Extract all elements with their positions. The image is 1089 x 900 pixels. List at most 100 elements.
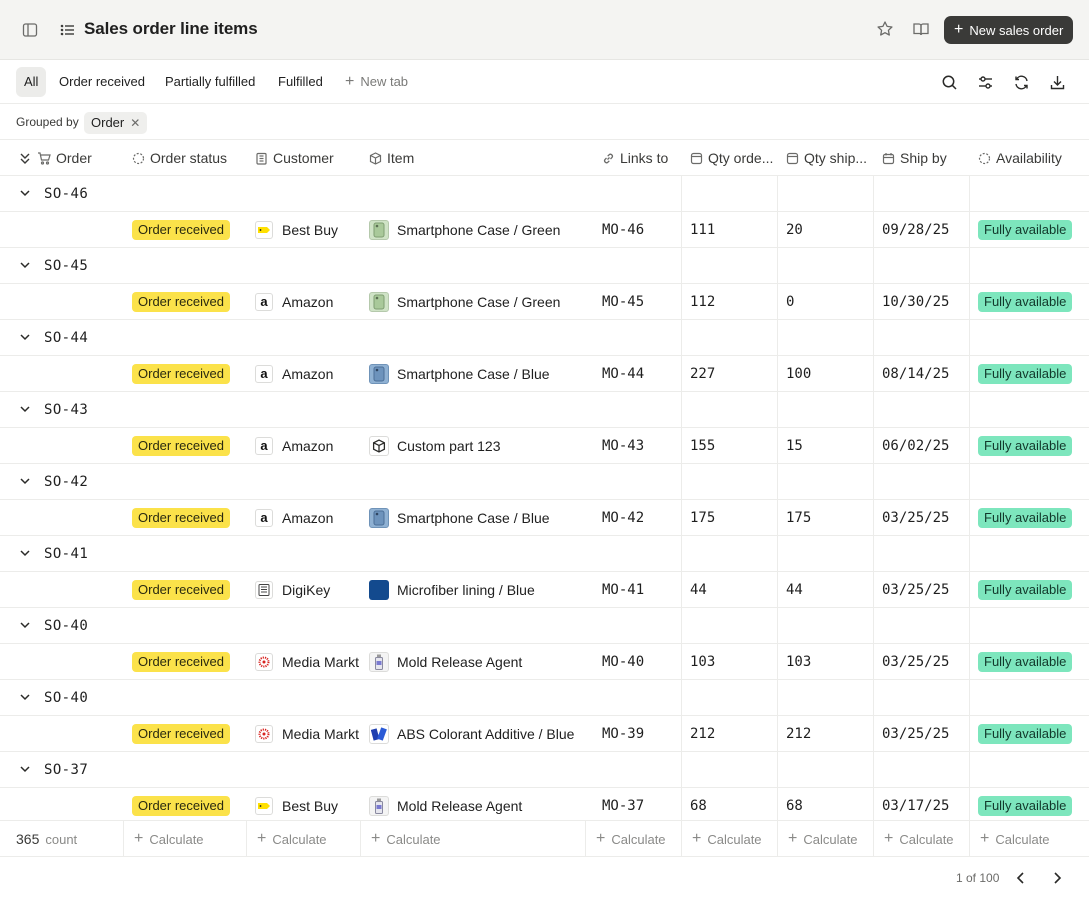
- group-chip-order[interactable]: Order ✕: [84, 112, 148, 134]
- order-status-cell[interactable]: Order received: [132, 572, 230, 608]
- ship-by-cell[interactable]: 10/30/25: [882, 284, 949, 320]
- calculate-links-to[interactable]: + Calculate: [596, 821, 666, 857]
- column-header-qty-shipped[interactable]: Qty ship...: [786, 140, 870, 176]
- calculate-qty-ordered[interactable]: + Calculate: [692, 821, 762, 857]
- chevron-down-icon[interactable]: [18, 546, 34, 562]
- calculate-order-status[interactable]: + Calculate: [134, 821, 204, 857]
- availability-cell[interactable]: Fully available: [978, 356, 1073, 392]
- qty-shipped-cell[interactable]: 44: [786, 572, 803, 608]
- availability-cell[interactable]: Fully available: [978, 644, 1073, 680]
- group-header-row[interactable]: SO-42: [0, 464, 1089, 500]
- item-cell[interactable]: Mold Release Agent: [369, 644, 522, 680]
- qty-shipped-cell[interactable]: 175: [786, 500, 811, 536]
- table-row[interactable]: Order received DigiKey Microfiber lining /…: [0, 572, 1089, 608]
- new-sales-order-button[interactable]: + New sales order: [944, 16, 1073, 44]
- links-to-cell[interactable]: MO-44: [602, 356, 644, 392]
- qty-ordered-cell[interactable]: 175: [690, 500, 715, 536]
- ship-by-cell[interactable]: 08/14/25: [882, 356, 949, 392]
- tab-partially-fulfilled[interactable]: Partially fulfilled: [165, 74, 256, 89]
- availability-cell[interactable]: Fully available: [978, 428, 1073, 464]
- group-header-row[interactable]: SO-46: [0, 176, 1089, 212]
- item-cell[interactable]: Mold Release Agent: [369, 788, 522, 824]
- links-to-cell[interactable]: MO-45: [602, 284, 644, 320]
- customer-cell[interactable]: a Amazon: [255, 284, 333, 320]
- qty-shipped-cell[interactable]: 15: [786, 428, 803, 464]
- table-row[interactable]: Order received a Amazon Smartphone Case / B…: [0, 500, 1089, 536]
- table-row[interactable]: Order received a Amazon Smartphone Case / G…: [0, 284, 1089, 320]
- remove-group-icon[interactable]: ✕: [130, 116, 141, 130]
- calculate-ship-by[interactable]: + Calculate: [884, 821, 954, 857]
- customer-cell[interactable]: Media Markt: [255, 644, 359, 680]
- qty-ordered-cell[interactable]: 112: [690, 284, 715, 320]
- ship-by-cell[interactable]: 09/28/25: [882, 212, 949, 248]
- refresh-icon[interactable]: [1011, 72, 1031, 92]
- filter-icon[interactable]: [975, 72, 995, 92]
- chevron-down-icon[interactable]: [18, 330, 34, 346]
- qty-shipped-cell[interactable]: 20: [786, 212, 803, 248]
- table-row[interactable]: Order received Media Markt ABS Colorant Ad…: [0, 716, 1089, 752]
- availability-cell[interactable]: Fully available: [978, 716, 1073, 752]
- item-cell[interactable]: ABS Colorant Additive / Blue: [369, 716, 574, 752]
- column-header-order-status[interactable]: Order status: [132, 140, 242, 176]
- links-to-cell[interactable]: MO-41: [602, 572, 644, 608]
- links-to-cell[interactable]: MO-37: [602, 788, 644, 824]
- column-header-ship-by[interactable]: Ship by: [882, 140, 966, 176]
- chevron-down-icon[interactable]: [18, 762, 34, 778]
- qty-shipped-cell[interactable]: 103: [786, 644, 811, 680]
- customer-cell[interactable]: a Amazon: [255, 428, 333, 464]
- new-tab-button[interactable]: + New tab: [337, 67, 416, 97]
- order-status-cell[interactable]: Order received: [132, 500, 230, 536]
- qty-ordered-cell[interactable]: 212: [690, 716, 715, 752]
- links-to-cell[interactable]: MO-42: [602, 500, 644, 536]
- ship-by-cell[interactable]: 03/25/25: [882, 716, 949, 752]
- search-icon[interactable]: [939, 72, 959, 92]
- tab-fulfilled[interactable]: Fulfilled: [278, 74, 323, 89]
- qty-shipped-cell[interactable]: 0: [786, 284, 794, 320]
- qty-ordered-cell[interactable]: 155: [690, 428, 715, 464]
- qty-shipped-cell[interactable]: 212: [786, 716, 811, 752]
- qty-ordered-cell[interactable]: 103: [690, 644, 715, 680]
- table-row[interactable]: Order received Best Buy Smartphone Case / …: [0, 212, 1089, 248]
- qty-ordered-cell[interactable]: 227: [690, 356, 715, 392]
- table-row[interactable]: Order received a Amazon Smartphone Case / B…: [0, 356, 1089, 392]
- order-status-cell[interactable]: Order received: [132, 788, 230, 824]
- availability-cell[interactable]: Fully available: [978, 212, 1073, 248]
- book-icon[interactable]: [912, 20, 932, 40]
- qty-ordered-cell[interactable]: 68: [690, 788, 707, 824]
- column-header-customer[interactable]: Customer: [255, 140, 355, 176]
- column-header-qty-ordered[interactable]: Qty orde...: [690, 140, 774, 176]
- links-to-cell[interactable]: MO-46: [602, 212, 644, 248]
- order-status-cell[interactable]: Order received: [132, 284, 230, 320]
- group-header-row[interactable]: SO-40: [0, 680, 1089, 716]
- customer-cell[interactable]: a Amazon: [255, 356, 333, 392]
- qty-ordered-cell[interactable]: 111: [690, 212, 715, 248]
- calculate-item[interactable]: + Calculate: [371, 821, 441, 857]
- item-cell[interactable]: Custom part 123: [369, 428, 501, 464]
- group-header-row[interactable]: SO-37: [0, 752, 1089, 788]
- availability-cell[interactable]: Fully available: [978, 788, 1073, 824]
- calculate-qty-shipped[interactable]: + Calculate: [788, 821, 858, 857]
- group-header-row[interactable]: SO-41: [0, 536, 1089, 572]
- table-row[interactable]: Order received Best Buy Mold Release Agent…: [0, 788, 1089, 824]
- links-to-cell[interactable]: MO-43: [602, 428, 644, 464]
- chevron-down-icon[interactable]: [18, 618, 34, 634]
- links-to-cell[interactable]: MO-39: [602, 716, 644, 752]
- item-cell[interactable]: Smartphone Case / Green: [369, 284, 560, 320]
- qty-ordered-cell[interactable]: 44: [690, 572, 707, 608]
- tab-order-received[interactable]: Order received: [59, 74, 145, 89]
- next-page-icon[interactable]: [1048, 869, 1066, 887]
- column-header-item[interactable]: Item: [369, 140, 569, 176]
- chevron-down-icon[interactable]: [18, 186, 34, 202]
- group-header-row[interactable]: SO-44: [0, 320, 1089, 356]
- availability-cell[interactable]: Fully available: [978, 572, 1073, 608]
- order-status-cell[interactable]: Order received: [132, 212, 230, 248]
- links-to-cell[interactable]: MO-40: [602, 644, 644, 680]
- group-header-row[interactable]: SO-43: [0, 392, 1089, 428]
- item-cell[interactable]: Microfiber lining / Blue: [369, 572, 535, 608]
- order-status-cell[interactable]: Order received: [132, 716, 230, 752]
- availability-cell[interactable]: Fully available: [978, 500, 1073, 536]
- group-header-row[interactable]: SO-40: [0, 608, 1089, 644]
- star-icon[interactable]: [876, 20, 896, 40]
- availability-cell[interactable]: Fully available: [978, 284, 1073, 320]
- download-icon[interactable]: [1047, 72, 1067, 92]
